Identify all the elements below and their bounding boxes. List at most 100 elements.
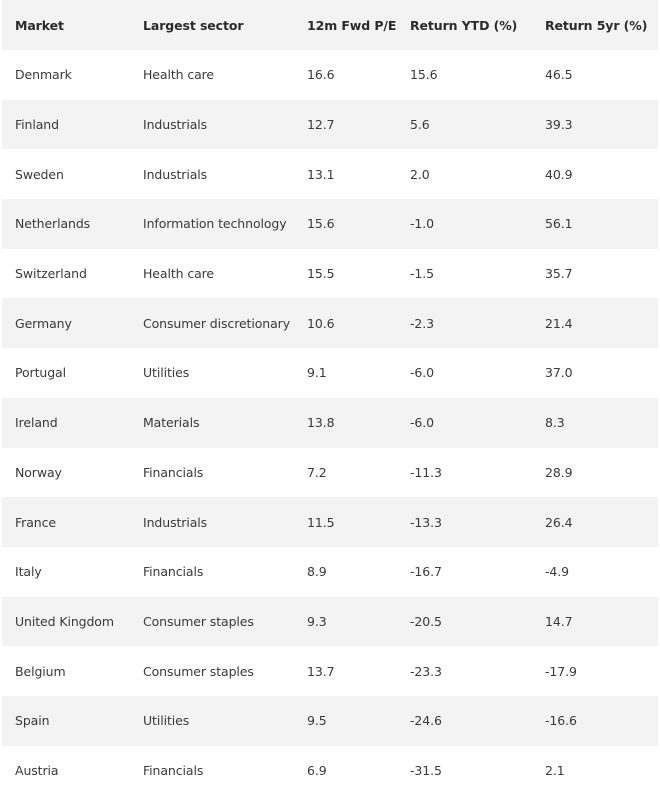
header-return-5yr: Return 5yr (%) [545, 17, 648, 33]
cell-largest-sector: Industrials [143, 166, 208, 182]
cell-return-5yr: 2.1 [545, 762, 565, 778]
header-return-ytd: Return YTD (%) [410, 17, 518, 33]
cell-return-ytd: -11.3 [410, 464, 442, 480]
table-row: Spain Utilities 9.5 -24.6 -16.6 [2, 695, 658, 746]
cell-fwd-pe: 6.9 [307, 762, 327, 778]
table-row: Belgium Consumer staples 13.7 -23.3 -17.9 [2, 646, 658, 696]
cell-largest-sector: Financials [143, 564, 204, 580]
cell-market: Spain [15, 713, 50, 729]
table-row: Finland Industrials 12.7 5.6 39.3 [2, 99, 658, 150]
table-row: Denmark Health care 16.6 15.6 46.5 [2, 50, 658, 100]
cell-fwd-pe: 9.3 [307, 613, 327, 629]
cell-largest-sector: Information technology [143, 216, 287, 232]
cell-return-5yr: 14.7 [545, 613, 573, 629]
table-header: Market Largest sector 12m Fwd P/E Return… [2, 0, 658, 50]
cell-market: France [15, 514, 56, 530]
cell-fwd-pe: 16.6 [307, 67, 335, 83]
cell-return-5yr: 8.3 [545, 415, 565, 431]
table-row: Sweden Industrials 13.1 2.0 40.9 [2, 149, 658, 200]
cell-largest-sector: Industrials [143, 514, 208, 530]
cell-largest-sector: Utilities [143, 713, 190, 729]
cell-return-ytd: -24.6 [410, 713, 442, 729]
cell-return-ytd: -13.3 [410, 514, 442, 530]
cell-market: Denmark [15, 67, 72, 83]
cell-return-ytd: -1.5 [410, 266, 434, 282]
table-row: France Industrials 11.5 -13.3 26.4 [2, 497, 658, 547]
table-row: Austria Financials 6.9 -31.5 2.1 [2, 745, 658, 796]
cell-return-ytd: -16.7 [410, 564, 442, 580]
table-row: Portugal Utilities 9.1 -6.0 37.0 [2, 348, 658, 398]
cell-market: Belgium [15, 663, 66, 679]
cell-return-ytd: -23.3 [410, 663, 442, 679]
cell-largest-sector: Industrials [143, 117, 208, 133]
cell-largest-sector: Health care [143, 266, 215, 282]
cell-market: Austria [15, 762, 59, 778]
cell-largest-sector: Consumer staples [143, 613, 254, 629]
cell-fwd-pe: 10.6 [307, 315, 335, 331]
table-row: Switzerland Health care 15.5 -1.5 35.7 [2, 248, 658, 299]
cell-return-5yr: 21.4 [545, 315, 573, 331]
cell-return-5yr: 46.5 [545, 67, 573, 83]
cell-largest-sector: Financials [143, 464, 204, 480]
cell-largest-sector: Utilities [143, 365, 190, 381]
cell-largest-sector: Consumer discretionary [143, 315, 291, 331]
table-row: United Kingdom Consumer staples 9.3 -20.5 14… [2, 596, 658, 647]
cell-market: Switzerland [15, 266, 87, 282]
cell-fwd-pe: 13.8 [307, 415, 335, 431]
cell-fwd-pe: 15.5 [307, 266, 335, 282]
header-market: Market [15, 17, 64, 33]
cell-fwd-pe: 15.6 [307, 216, 335, 232]
table-row: Italy Financials 8.9 -16.7 -4.9 [2, 546, 658, 597]
cell-fwd-pe: 9.5 [307, 713, 327, 729]
cell-market: Italy [15, 564, 42, 580]
cell-return-ytd: -1.0 [410, 216, 434, 232]
cell-return-ytd: -20.5 [410, 613, 442, 629]
cell-market: Norway [15, 464, 62, 480]
table-row: Ireland Materials 13.8 -6.0 8.3 [2, 397, 658, 448]
cell-market: Germany [15, 315, 72, 331]
cell-return-5yr: 26.4 [545, 514, 573, 530]
header-largest-sector: Largest sector [143, 17, 244, 33]
cell-return-5yr: 35.7 [545, 266, 573, 282]
cell-fwd-pe: 8.9 [307, 564, 327, 580]
cell-largest-sector: Consumer staples [143, 663, 254, 679]
cell-fwd-pe: 7.2 [307, 464, 327, 480]
cell-return-ytd: -2.3 [410, 315, 434, 331]
cell-return-ytd: -31.5 [410, 762, 442, 778]
cell-return-5yr: -16.6 [545, 713, 577, 729]
cell-return-5yr: 56.1 [545, 216, 573, 232]
table-row: Norway Financials 7.2 -11.3 28.9 [2, 447, 658, 498]
cell-largest-sector: Materials [143, 415, 200, 431]
cell-return-5yr: 37.0 [545, 365, 573, 381]
cell-return-ytd: -6.0 [410, 415, 434, 431]
cell-market: Sweden [15, 166, 64, 182]
cell-market: Netherlands [15, 216, 91, 232]
cell-return-ytd: -6.0 [410, 365, 434, 381]
cell-largest-sector: Financials [143, 762, 204, 778]
cell-market: Finland [15, 117, 59, 133]
table-body: Denmark Health care 16.6 15.6 46.5 Finland Ind… [2, 50, 658, 796]
cell-return-5yr: -17.9 [545, 663, 577, 679]
cell-return-5yr: 39.3 [545, 117, 573, 133]
table-row: Germany Consumer discretionary 10.6 -2.3 21.… [2, 298, 658, 349]
header-row: Market Largest sector 12m Fwd P/E Return… [2, 0, 658, 50]
cell-market: Ireland [15, 415, 58, 431]
cell-market: United Kingdom [15, 613, 114, 629]
cell-fwd-pe: 13.7 [307, 663, 335, 679]
header-fwd-pe: 12m Fwd P/E [307, 17, 397, 33]
cell-return-ytd: 2.0 [410, 166, 430, 182]
cell-fwd-pe: 12.7 [307, 117, 335, 133]
cell-return-5yr: 28.9 [545, 464, 573, 480]
table-row: Netherlands Information technology 15.6 -1.… [2, 199, 658, 249]
cell-return-5yr: -4.9 [545, 564, 569, 580]
cell-return-ytd: 15.6 [410, 67, 438, 83]
cell-return-5yr: 40.9 [545, 166, 573, 182]
cell-fwd-pe: 13.1 [307, 166, 335, 182]
cell-largest-sector: Health care [143, 67, 215, 83]
cell-market: Portugal [15, 365, 66, 381]
cell-return-ytd: 5.6 [410, 117, 430, 133]
cell-fwd-pe: 11.5 [307, 514, 335, 530]
cell-fwd-pe: 9.1 [307, 365, 327, 381]
